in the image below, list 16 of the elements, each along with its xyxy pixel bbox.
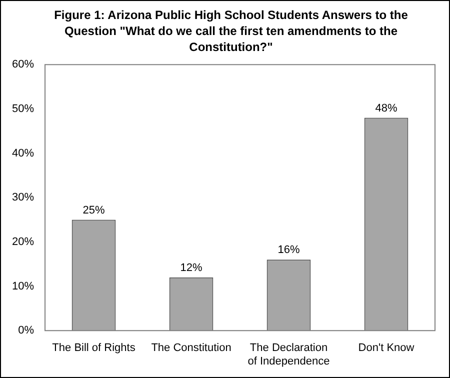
y-tick-label: 50%: [12, 102, 34, 115]
y-tick-label: 10%: [12, 280, 34, 292]
y-tick-label: 30%: [12, 192, 34, 204]
y-tick-label: 40%: [12, 147, 34, 160]
x-tick-label: Don't Know: [358, 342, 414, 354]
x-tick-label: The Declaration of Independence: [248, 342, 330, 368]
data-label: 16%: [278, 244, 300, 256]
x-tick-label: The Bill of Rights: [52, 342, 136, 354]
y-tick-label: 60%: [12, 58, 34, 71]
data-label: 25%: [82, 204, 105, 216]
y-tick-label: 0%: [18, 324, 34, 337]
y-tick-label: 20%: [12, 236, 34, 248]
data-label: 48%: [375, 102, 398, 114]
x-tick-label: The Constitution: [151, 342, 232, 354]
chart-title: Figure 1: Arizona Public High School Students Answers to the Question "What do we call the first ten amendments to the Constitution?": [53, 7, 409, 55]
data-label: 12%: [180, 262, 202, 274]
